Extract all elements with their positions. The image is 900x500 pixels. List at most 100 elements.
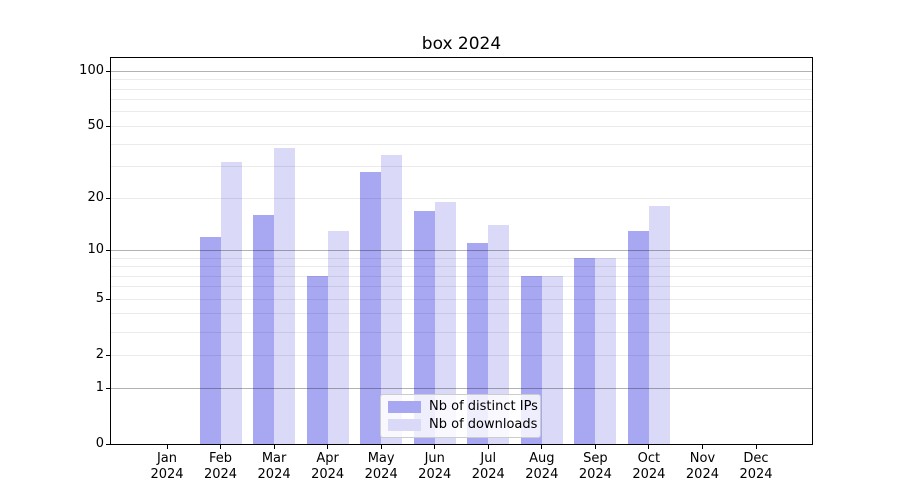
bar-apr-downloads bbox=[327, 230, 349, 444]
legend: Nb of distinct IPs Nb of downloads bbox=[380, 394, 541, 438]
x-tick-mark bbox=[594, 445, 596, 449]
bar-sep-distinct-ips bbox=[574, 258, 596, 444]
x-tick-year: 2024 bbox=[471, 467, 505, 482]
x-tick-month: Nov bbox=[689, 451, 716, 466]
x-tick-year: 2024 bbox=[739, 467, 773, 482]
y-tick-label: 10 bbox=[87, 242, 104, 258]
y-gridline-minor bbox=[111, 313, 812, 315]
x-tick-label: Mar 2024 bbox=[246, 451, 302, 483]
bar-jul-downloads bbox=[488, 225, 510, 444]
x-tick-label: Dec 2024 bbox=[728, 451, 784, 483]
bar-sep-downloads bbox=[595, 258, 617, 444]
y-gridline-minor bbox=[111, 298, 812, 300]
x-tick-year: 2024 bbox=[364, 467, 398, 482]
x-tick-label: Sep 2024 bbox=[567, 451, 623, 483]
bar-may-distinct-ips bbox=[360, 171, 382, 444]
gridlines-layer bbox=[111, 58, 812, 444]
y-tick-label: 2 bbox=[95, 347, 104, 363]
y-tick-label: 1 bbox=[95, 380, 104, 395]
x-tick-month: Sep bbox=[583, 451, 608, 466]
x-tick-year: 2024 bbox=[418, 467, 452, 482]
y-tick-mark bbox=[106, 249, 111, 251]
y-gridline-major bbox=[111, 249, 812, 251]
y-tick-mark bbox=[106, 197, 111, 199]
y-tick-mark bbox=[106, 443, 111, 445]
chart-title: box 2024 bbox=[421, 34, 502, 54]
x-tick-year: 2024 bbox=[257, 467, 291, 482]
bar-may-downloads bbox=[381, 154, 403, 444]
bar-jun-downloads bbox=[434, 202, 456, 444]
y-tick-mark bbox=[106, 387, 111, 389]
y-gridline-minor bbox=[111, 79, 812, 81]
y-gridline-minor bbox=[111, 99, 812, 101]
y-gridline-minor bbox=[111, 125, 812, 127]
x-tick-year: 2024 bbox=[150, 467, 184, 482]
y-gridline-minor bbox=[111, 275, 812, 277]
x-tick-mark bbox=[273, 445, 275, 449]
y-gridline-minor bbox=[111, 197, 812, 199]
x-tick-year: 2024 bbox=[685, 467, 719, 482]
y-gridline-minor bbox=[111, 166, 812, 168]
x-tick-label: Apr 2024 bbox=[300, 451, 356, 483]
y-tick-mark bbox=[106, 70, 111, 72]
bar-feb-downloads bbox=[220, 161, 242, 444]
y-gridline-minor bbox=[111, 88, 812, 90]
x-tick-mark bbox=[487, 445, 489, 449]
y-tick-label: 0 bbox=[95, 436, 104, 451]
x-tick-label: Jun 2024 bbox=[407, 451, 463, 483]
x-tick-month: Jan bbox=[156, 451, 178, 466]
x-tick-mark bbox=[220, 445, 222, 449]
x-tick-month: Aug bbox=[529, 451, 555, 466]
x-tick-year: 2024 bbox=[578, 467, 612, 482]
bars-layer bbox=[111, 58, 812, 444]
y-gridline-minor bbox=[111, 111, 812, 113]
x-tick-month: Feb bbox=[209, 451, 233, 466]
y-tick-mark bbox=[106, 298, 111, 300]
y-gridline-minor bbox=[111, 331, 812, 333]
bar-apr-distinct-ips bbox=[306, 276, 328, 444]
x-tick-mark bbox=[541, 445, 543, 449]
y-gridline-major bbox=[111, 70, 812, 72]
y-gridline-minor bbox=[111, 143, 812, 145]
bar-oct-distinct-ips bbox=[627, 230, 649, 444]
x-tick-year: 2024 bbox=[203, 467, 238, 482]
x-tick-month: May bbox=[367, 451, 395, 466]
legend-item-downloads: Nb of downloads bbox=[388, 417, 537, 433]
x-tick-label: Nov 2024 bbox=[674, 451, 730, 483]
x-tick-month: Apr bbox=[316, 451, 339, 466]
bar-mar-downloads bbox=[274, 148, 296, 444]
x-tick-label: Jan 2024 bbox=[139, 451, 195, 483]
x-tick-month: Mar bbox=[261, 451, 287, 466]
legend-label-distinct-ips: Nb of distinct IPs bbox=[429, 399, 538, 414]
x-tick-label: Oct 2024 bbox=[621, 451, 677, 483]
bar-mar-distinct-ips bbox=[253, 215, 275, 444]
y-gridline-minor bbox=[111, 354, 812, 356]
x-tick-label: May 2024 bbox=[353, 451, 409, 483]
x-tick-mark bbox=[327, 445, 329, 449]
x-tick-mark bbox=[648, 445, 650, 449]
x-tick-month: Oct bbox=[637, 451, 661, 466]
y-tick-label: 50 bbox=[87, 118, 104, 134]
legend-label-downloads: Nb of downloads bbox=[429, 417, 538, 432]
y-gridline-minor bbox=[111, 257, 812, 259]
x-tick-year: 2024 bbox=[311, 467, 345, 482]
x-tick-mark bbox=[755, 445, 757, 449]
y-gridline-minor bbox=[111, 266, 812, 267]
plot-area bbox=[110, 57, 813, 445]
x-tick-label: Feb 2024 bbox=[193, 451, 249, 483]
bar-aug-downloads bbox=[541, 276, 563, 444]
y-tick-label: 5 bbox=[95, 291, 104, 307]
x-tick-label: Jul 2024 bbox=[460, 451, 516, 483]
y-gridline-major bbox=[111, 387, 812, 389]
y-tick-mark bbox=[106, 125, 111, 127]
bar-jun-distinct-ips bbox=[413, 210, 435, 444]
legend-item-distinct-ips: Nb of distinct IPs bbox=[388, 399, 538, 415]
y-tick-label: 100 bbox=[79, 63, 104, 79]
bar-jul-distinct-ips bbox=[467, 243, 489, 444]
x-tick-mark bbox=[434, 445, 436, 449]
x-tick-year: 2024 bbox=[525, 467, 559, 482]
x-tick-mark bbox=[380, 445, 382, 449]
x-tick-year: 2024 bbox=[632, 467, 666, 482]
x-tick-month: Jun bbox=[424, 451, 445, 466]
